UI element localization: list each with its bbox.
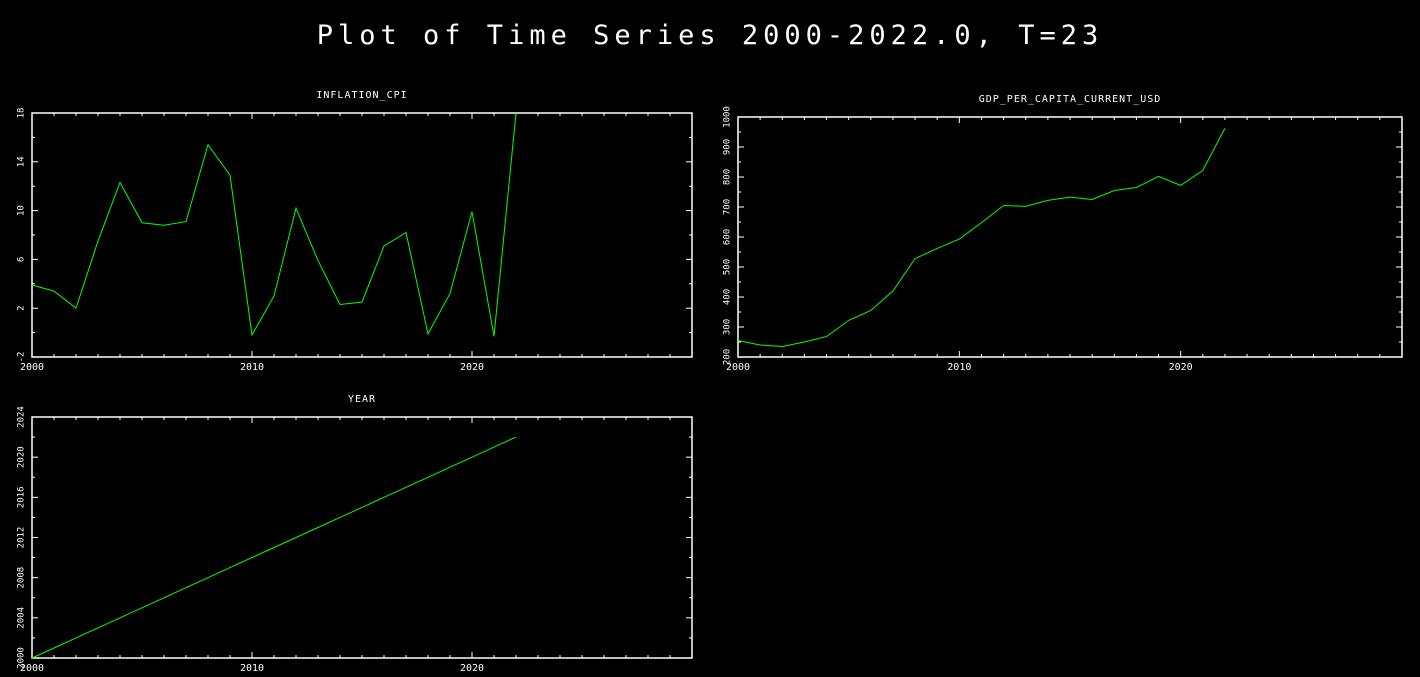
y-tick-label: 2000 [17, 647, 27, 669]
y-tick-label: 500 [723, 259, 733, 275]
x-tick-label: 2000 [20, 362, 44, 373]
x-tick-label: 2000 [726, 362, 750, 373]
series-line-gdp-per-capita-current-usd [737, 128, 1226, 348]
x-tick-label: 2010 [240, 663, 264, 674]
y-tick-label: 1000 [723, 106, 733, 128]
series-line-year [31, 436, 517, 659]
x-tick-label: 2010 [947, 362, 971, 373]
chart-title: INFLATION_CPI [316, 90, 407, 101]
page-title: Plot of Time Series 2000-2022.0, T=23 [316, 20, 1104, 51]
x-tick-label: 2000 [20, 663, 44, 674]
x-tick-label: 2020 [460, 362, 484, 373]
chart-year: YEAR 2000 2010 2020 2000 2004 2008 2012 2016 2020… [17, 394, 693, 674]
chart-title: GDP_PER_CAPITA_CURRENT_USD [979, 94, 1162, 105]
plot-frame [737, 116, 1403, 358]
y-tick-label: 2024 [17, 406, 27, 428]
y-tick-label: 10 [17, 205, 27, 216]
y-tick-label: 600 [723, 229, 733, 245]
series-line-inflation-cpi [31, 112, 517, 337]
y-tick-label: -2 [17, 352, 27, 363]
y-tick-label: 2016 [17, 486, 27, 508]
y-tick-label: 14 [17, 156, 27, 167]
y-tick-label: 2004 [17, 607, 27, 629]
y-tick-label: 800 [723, 169, 733, 185]
x-tick-label: 2020 [460, 663, 484, 674]
chart-inflation-cpi: INFLATION_CPI 2000 2010 2020 -2 2 6 10 14 18 [17, 90, 693, 373]
y-tick-label: 2020 [17, 446, 27, 468]
y-tick-label: 2 [17, 305, 27, 310]
y-tick-label: 200 [723, 349, 733, 365]
y-tick-label: 400 [723, 289, 733, 305]
y-tick-label: 6 [17, 257, 27, 262]
plot-frame [31, 416, 693, 659]
plot-frame [31, 112, 693, 358]
y-tick-label: 2008 [17, 567, 27, 589]
chart-gdp-per-capita: GDP_PER_CAPITA_CURRENT_USD 2000 2010 2020 20… [723, 94, 1403, 373]
x-tick-label: 2010 [240, 362, 264, 373]
y-tick-label: 2012 [17, 527, 27, 549]
y-tick-label: 700 [723, 199, 733, 215]
chart-title: YEAR [348, 394, 376, 405]
y-tick-label: 300 [723, 319, 733, 335]
x-tick-label: 2020 [1169, 362, 1193, 373]
y-tick-label: 900 [723, 139, 733, 155]
y-tick-label: 18 [17, 108, 27, 119]
